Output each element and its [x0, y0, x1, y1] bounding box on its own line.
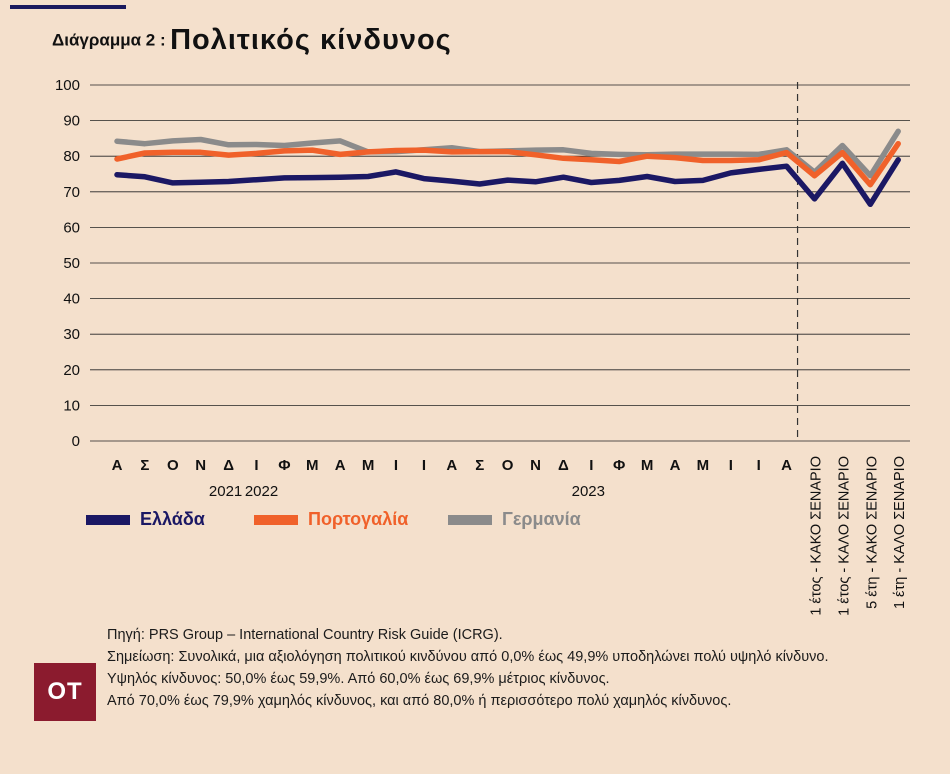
x-tick-label: Ι — [729, 457, 733, 474]
y-tick-label: 100 — [55, 77, 80, 94]
series-line-0 — [114, 157, 901, 208]
x-tick-label: Δ — [558, 457, 569, 474]
y-tick-label: 30 — [63, 326, 80, 343]
notes: Πηγή: PRS Group – International Country … — [107, 624, 829, 712]
x-tick-label: Α — [670, 457, 681, 474]
y-tick-label: 0 — [72, 433, 80, 450]
legend-item-germany: Γερμανία — [448, 509, 581, 530]
top-accent-bar — [10, 5, 126, 9]
x-tick-label: Α — [446, 457, 457, 474]
x-tick-label: Ι — [589, 457, 593, 474]
x-tick-label: Ν — [195, 457, 206, 474]
x-tick-label-scenario: 1 έτος - ΚΑΚΟ ΣΕΝΑΡΙΟ — [809, 456, 825, 616]
x-tick-label: Μ — [641, 457, 654, 474]
x-tick-label: Ι — [394, 457, 398, 474]
x-tick-label: Δ — [223, 457, 234, 474]
title-prefix: Διάγραμμα 2 : — [52, 30, 166, 50]
x-tick-label: Ν — [530, 457, 541, 474]
year-label: 2023 — [572, 483, 605, 500]
x-tick-label: Ο — [502, 457, 514, 474]
y-tick-label: 10 — [63, 397, 80, 414]
x-tick-label: Ο — [167, 457, 179, 474]
x-tick-label-scenario: 1 έτος - ΚΑΛΟ ΣΕΝΑΡΙΟ — [836, 456, 852, 616]
x-tick-label: Φ — [613, 457, 625, 474]
legend-item-portugal: Πορτογαλία — [254, 509, 408, 530]
x-tick-label: Ι — [422, 457, 426, 474]
legend-label-portugal: Πορτογαλία — [308, 509, 409, 529]
ot-logo: ΟΤ — [34, 663, 96, 721]
x-tick-label: Α — [112, 457, 123, 474]
series-line-1 — [114, 140, 901, 188]
x-tick-label: Μ — [306, 457, 319, 474]
legend-swatch-portugal — [254, 514, 298, 525]
note-high-risk: Υψηλός κίνδυνος: 50,0% έως 59,9%. Από 60… — [107, 671, 610, 687]
chart-title: Διάγραμμα 2 : Πολιτικός κίνδυνος — [52, 24, 452, 57]
legend-label-greece: Ελλάδα — [140, 509, 205, 529]
y-tick-label: 20 — [63, 362, 80, 379]
x-tick-label-scenario: 1 έτη - ΚΑΛΟ ΣΕΝΑΡΙΟ — [892, 456, 908, 609]
x-tick-label: Ι — [254, 457, 258, 474]
x-tick-label: Φ — [278, 457, 290, 474]
y-tick-label: 80 — [63, 148, 80, 165]
x-tick-label: Μ — [362, 457, 375, 474]
x-tick-label: Α — [781, 457, 792, 474]
note-remark: Σημείωση: Συνολικά, μια αξιολόγηση πολιτ… — [107, 649, 829, 665]
y-tick-label: 50 — [63, 255, 80, 272]
year-label: 2021 — [209, 483, 242, 500]
legend-swatch-germany — [448, 514, 492, 525]
year-label: 2022 — [245, 483, 278, 500]
x-tick-label: Μ — [697, 457, 710, 474]
title-main: Πολιτικός κίνδυνος — [170, 24, 452, 56]
note-low-risk: Από 70,0% έως 79,9% χαμηλός κίνδυνος, κα… — [107, 693, 732, 709]
note-source: Πηγή: PRS Group – International Country … — [107, 627, 503, 643]
legend-item-greece: Ελλάδα — [86, 509, 205, 530]
x-tick-label-scenario: 5 έτη - ΚΑΚΟ ΣΕΝΑΡΙΟ — [864, 456, 880, 609]
x-tick-label: Α — [335, 457, 346, 474]
y-tick-label: 70 — [63, 184, 80, 201]
x-tick-label: Σ — [475, 457, 484, 474]
y-tick-label: 60 — [63, 219, 80, 236]
y-tick-label: 40 — [63, 291, 80, 308]
x-tick-label: Ι — [757, 457, 761, 474]
legend-swatch-greece — [86, 514, 130, 525]
legend-label-germany: Γερμανία — [502, 509, 581, 529]
y-tick-label: 90 — [63, 113, 80, 130]
x-tick-label: Σ — [140, 457, 149, 474]
